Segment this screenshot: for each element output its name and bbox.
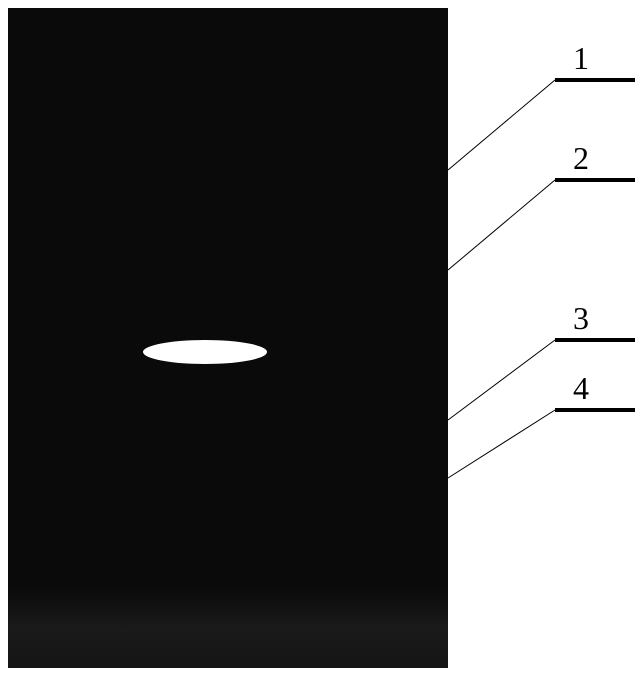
leader-label-2: 2 — [573, 140, 589, 177]
figure-container: 1 2 3 4 — [0, 0, 639, 678]
ellipse-highlight — [143, 340, 267, 364]
leader-bar-1 — [555, 78, 635, 82]
leader-label-3: 3 — [573, 300, 589, 337]
leader-bar-2 — [555, 178, 635, 182]
dark-panel — [8, 8, 448, 668]
leader-label-1: 1 — [573, 40, 589, 77]
leader-bar-3 — [555, 338, 635, 342]
leader-bar-4 — [555, 408, 635, 412]
noise-region — [8, 588, 448, 668]
leader-label-4: 4 — [573, 370, 589, 407]
